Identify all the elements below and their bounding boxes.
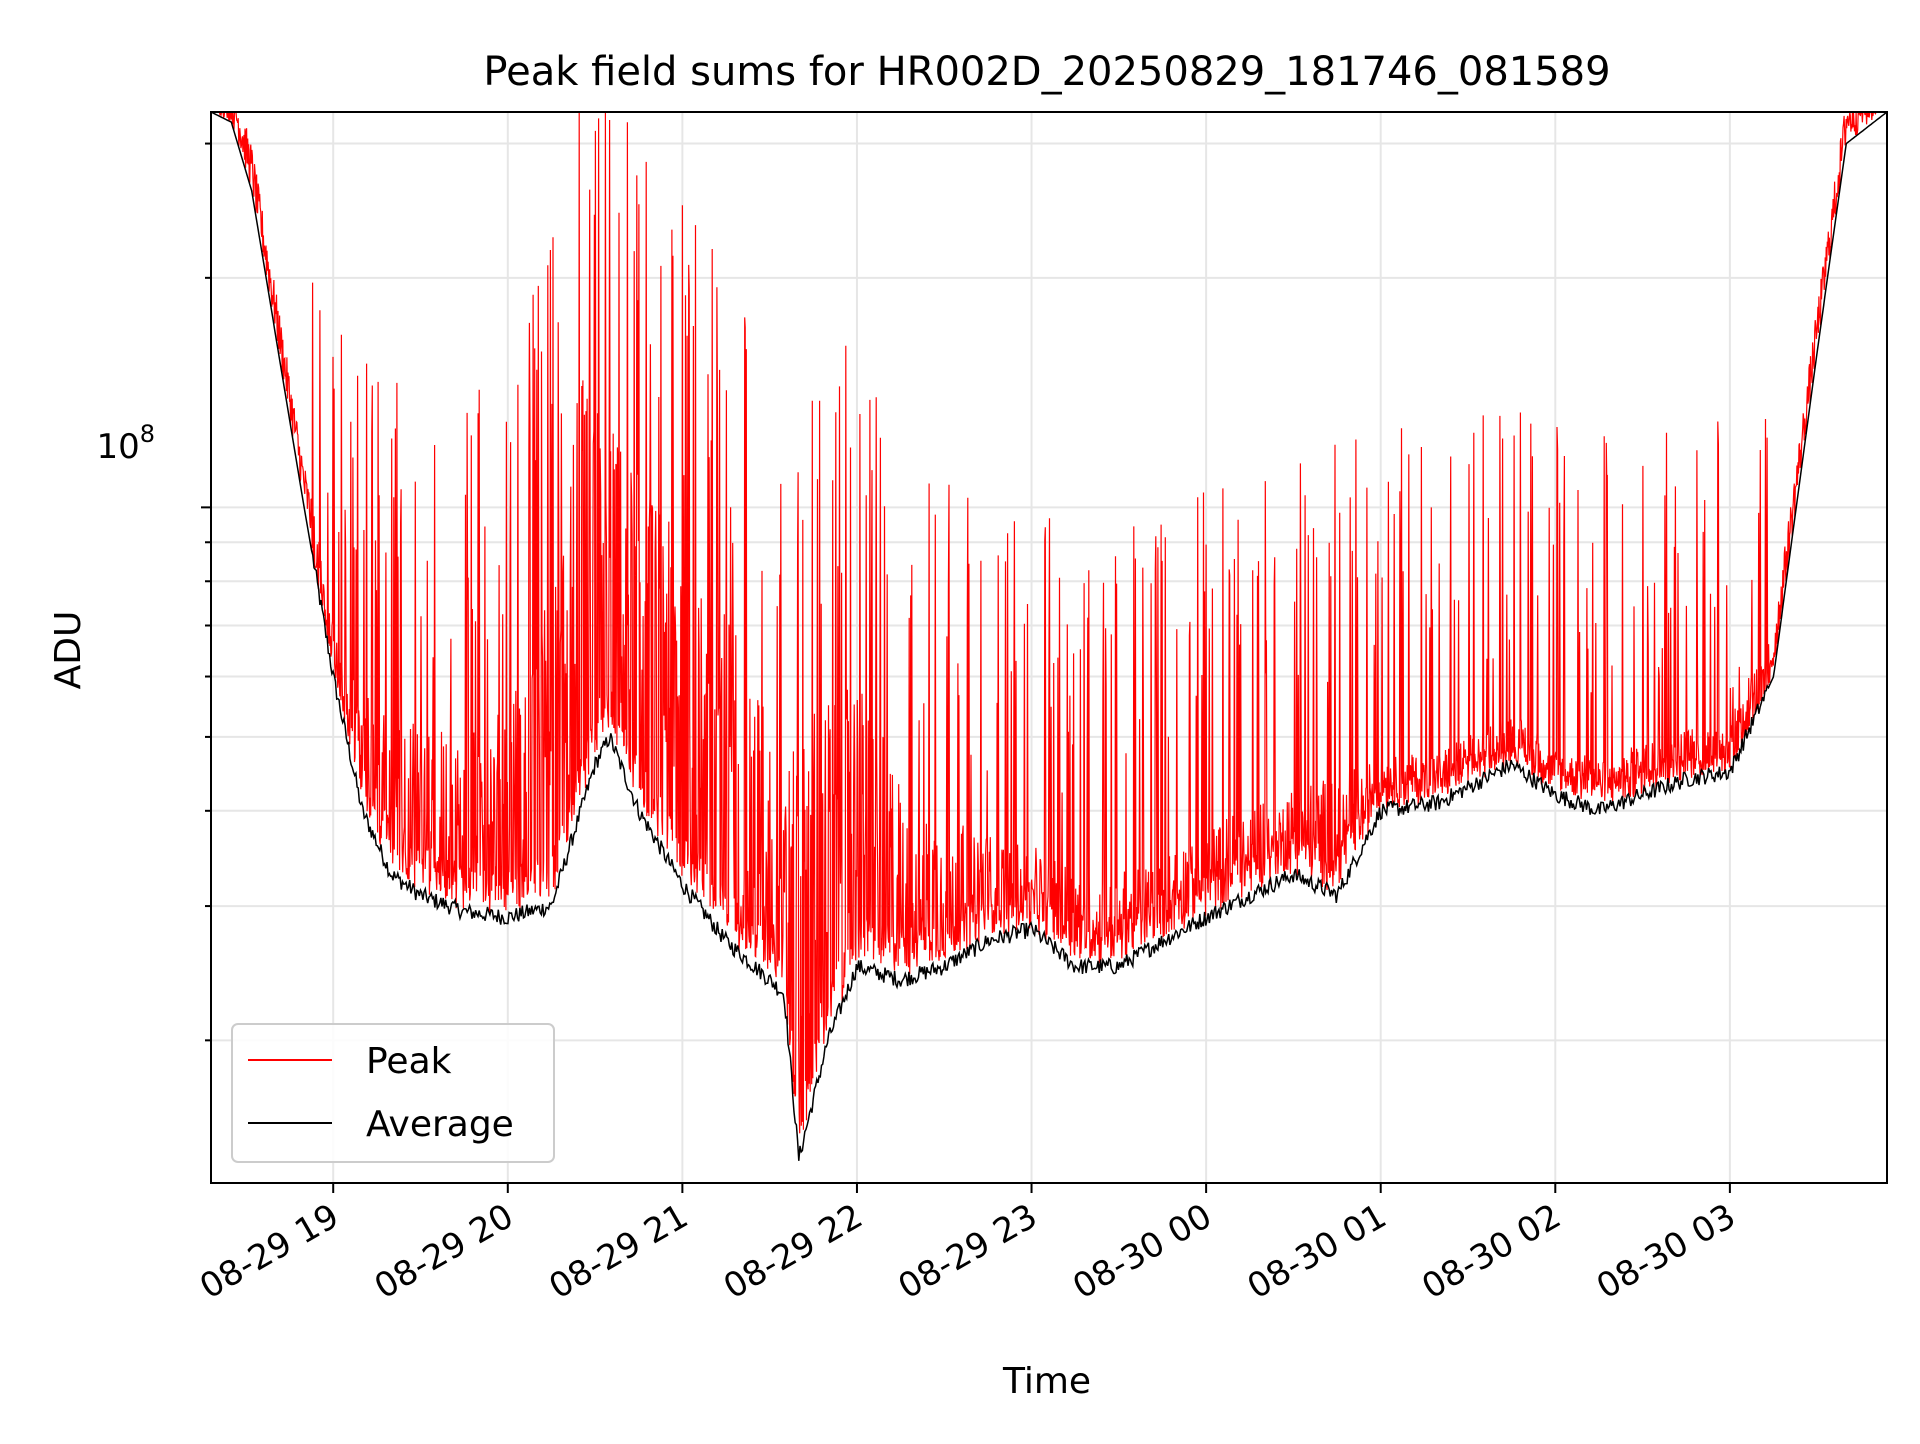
y-tick-base: 10 xyxy=(96,427,139,467)
plot-frame xyxy=(210,111,1888,1184)
average-series-layer xyxy=(211,112,1887,1161)
y-tick-exponent: 8 xyxy=(140,420,155,448)
legend-peak-label: Peak xyxy=(366,1041,452,1082)
average-series-line xyxy=(211,112,1887,1161)
x-axis-label: Time xyxy=(1002,1361,1091,1402)
y-axis-ticks xyxy=(201,142,211,1042)
peak-series-layer xyxy=(211,112,1887,1134)
legend-box xyxy=(231,1023,555,1163)
y-tick-label-1e8: 108 xyxy=(96,420,155,467)
plot-area xyxy=(211,112,1887,1161)
legend: Peak Average xyxy=(231,1023,555,1163)
legend-average-label: Average xyxy=(366,1104,514,1145)
chart-title: Peak field sums for HR002D_20250829_1817… xyxy=(483,49,1610,95)
y-axis-label: ADU xyxy=(48,611,89,690)
peak-series-line xyxy=(211,112,1887,1134)
